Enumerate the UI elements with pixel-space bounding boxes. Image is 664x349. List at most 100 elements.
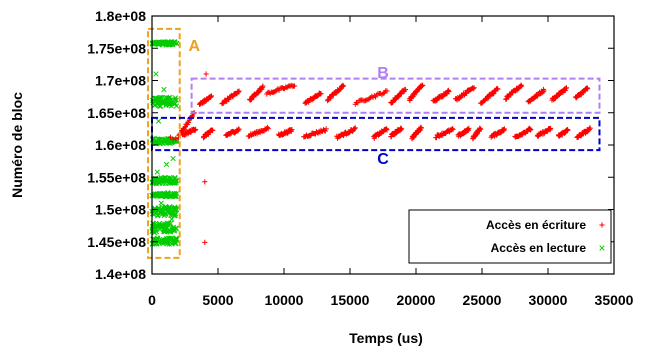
y-tick-label: 1.4e+08 bbox=[95, 266, 146, 282]
annotation-box-a bbox=[147, 27, 181, 259]
read-point bbox=[154, 213, 161, 219]
read-point bbox=[161, 86, 167, 93]
write-point bbox=[395, 94, 402, 100]
write-point bbox=[478, 126, 484, 132]
write-point bbox=[548, 125, 554, 131]
write-point bbox=[383, 126, 389, 132]
read-point bbox=[166, 175, 173, 181]
read-point bbox=[154, 178, 160, 184]
write-point bbox=[491, 90, 497, 97]
read-point bbox=[160, 226, 167, 232]
read-point bbox=[151, 41, 157, 47]
y-axis-title: Numéro de bloc bbox=[9, 92, 25, 198]
read-point bbox=[150, 211, 156, 217]
y-tick-label: 1.6e+08 bbox=[95, 137, 146, 153]
write-point bbox=[420, 83, 426, 89]
write-point bbox=[527, 127, 533, 133]
write-point bbox=[203, 71, 209, 77]
write-point bbox=[235, 89, 241, 95]
read-point bbox=[168, 220, 174, 227]
read-point bbox=[154, 169, 160, 175]
write-point bbox=[380, 90, 386, 97]
y-tick-label: 1.7e+08 bbox=[95, 73, 146, 89]
write-point bbox=[340, 83, 346, 89]
annotation-label-a: A bbox=[188, 38, 200, 55]
read-point bbox=[171, 213, 178, 219]
read-point bbox=[155, 39, 161, 46]
write-point bbox=[464, 90, 470, 96]
write-point bbox=[264, 124, 270, 130]
read-point bbox=[173, 103, 180, 109]
read-point bbox=[170, 227, 177, 233]
annotation-box-c bbox=[151, 116, 601, 152]
read-point bbox=[154, 223, 160, 229]
write-point bbox=[565, 127, 571, 133]
y-tick-label: 1.45e+08 bbox=[87, 234, 146, 250]
read-point bbox=[173, 178, 179, 184]
read-point bbox=[172, 95, 179, 101]
read-point bbox=[173, 177, 179, 184]
write-point bbox=[193, 126, 199, 132]
read-point bbox=[172, 241, 179, 247]
write-point bbox=[518, 82, 524, 88]
write-point bbox=[340, 82, 346, 88]
read-point bbox=[157, 193, 163, 199]
write-point bbox=[384, 127, 390, 133]
write-point bbox=[318, 91, 324, 97]
write-point bbox=[541, 88, 547, 94]
axes: 0 5000 10000 15000 20000 25000 30000 35000 1.4e+… bbox=[87, 8, 633, 308]
write-point bbox=[292, 83, 298, 89]
write-point bbox=[337, 86, 343, 92]
read-point bbox=[158, 223, 165, 229]
write-point bbox=[170, 136, 176, 142]
read-point bbox=[152, 241, 158, 247]
read-point bbox=[158, 200, 164, 206]
legend: Accès en écriture Accès en lecture bbox=[408, 209, 612, 264]
x-tick-label: 20000 bbox=[397, 292, 436, 308]
write-point bbox=[202, 239, 208, 245]
write-point bbox=[288, 82, 294, 88]
write-point bbox=[450, 126, 456, 132]
write-point bbox=[528, 126, 534, 132]
write-point bbox=[519, 83, 525, 89]
write-point bbox=[192, 127, 198, 133]
read-point bbox=[161, 192, 167, 198]
legend-write-marker bbox=[599, 222, 605, 228]
write-point bbox=[173, 135, 179, 142]
y-tick-label: 1.55e+08 bbox=[87, 169, 146, 185]
write-point bbox=[449, 126, 455, 132]
read-point bbox=[167, 180, 174, 186]
legend-label-read: Accès en lecture bbox=[491, 241, 587, 255]
y-tick-label: 1.8e+08 bbox=[95, 8, 146, 24]
read-point bbox=[170, 155, 176, 162]
write-point bbox=[585, 86, 591, 92]
write-point bbox=[555, 92, 561, 99]
x-axis-title: Temps (us) bbox=[349, 330, 423, 346]
read-point bbox=[156, 95, 163, 101]
read-point bbox=[153, 191, 159, 198]
write-point bbox=[202, 179, 208, 185]
write-point bbox=[495, 86, 501, 92]
read-point bbox=[164, 179, 170, 185]
legend-marker-read bbox=[599, 245, 605, 251]
read-point bbox=[157, 39, 163, 45]
annotation-box-b bbox=[190, 77, 601, 114]
write-point bbox=[236, 126, 242, 132]
legend-label-write: Accès en écriture bbox=[486, 218, 586, 232]
annotation-label-b: B bbox=[377, 65, 389, 82]
write-point bbox=[402, 87, 408, 93]
read-point bbox=[174, 40, 180, 47]
read-point bbox=[172, 138, 178, 145]
y-tick-label: 1.65e+08 bbox=[87, 105, 146, 121]
write-point bbox=[265, 126, 271, 132]
annotation-label-c: C bbox=[377, 151, 389, 168]
write-point bbox=[323, 126, 329, 132]
read-point bbox=[165, 139, 171, 146]
read-point bbox=[166, 220, 172, 227]
legend-read-marker bbox=[599, 245, 605, 251]
read-point bbox=[156, 193, 162, 199]
write-point bbox=[210, 127, 216, 133]
data-points bbox=[149, 39, 593, 247]
read-point bbox=[155, 118, 162, 124]
write-point bbox=[563, 85, 570, 91]
